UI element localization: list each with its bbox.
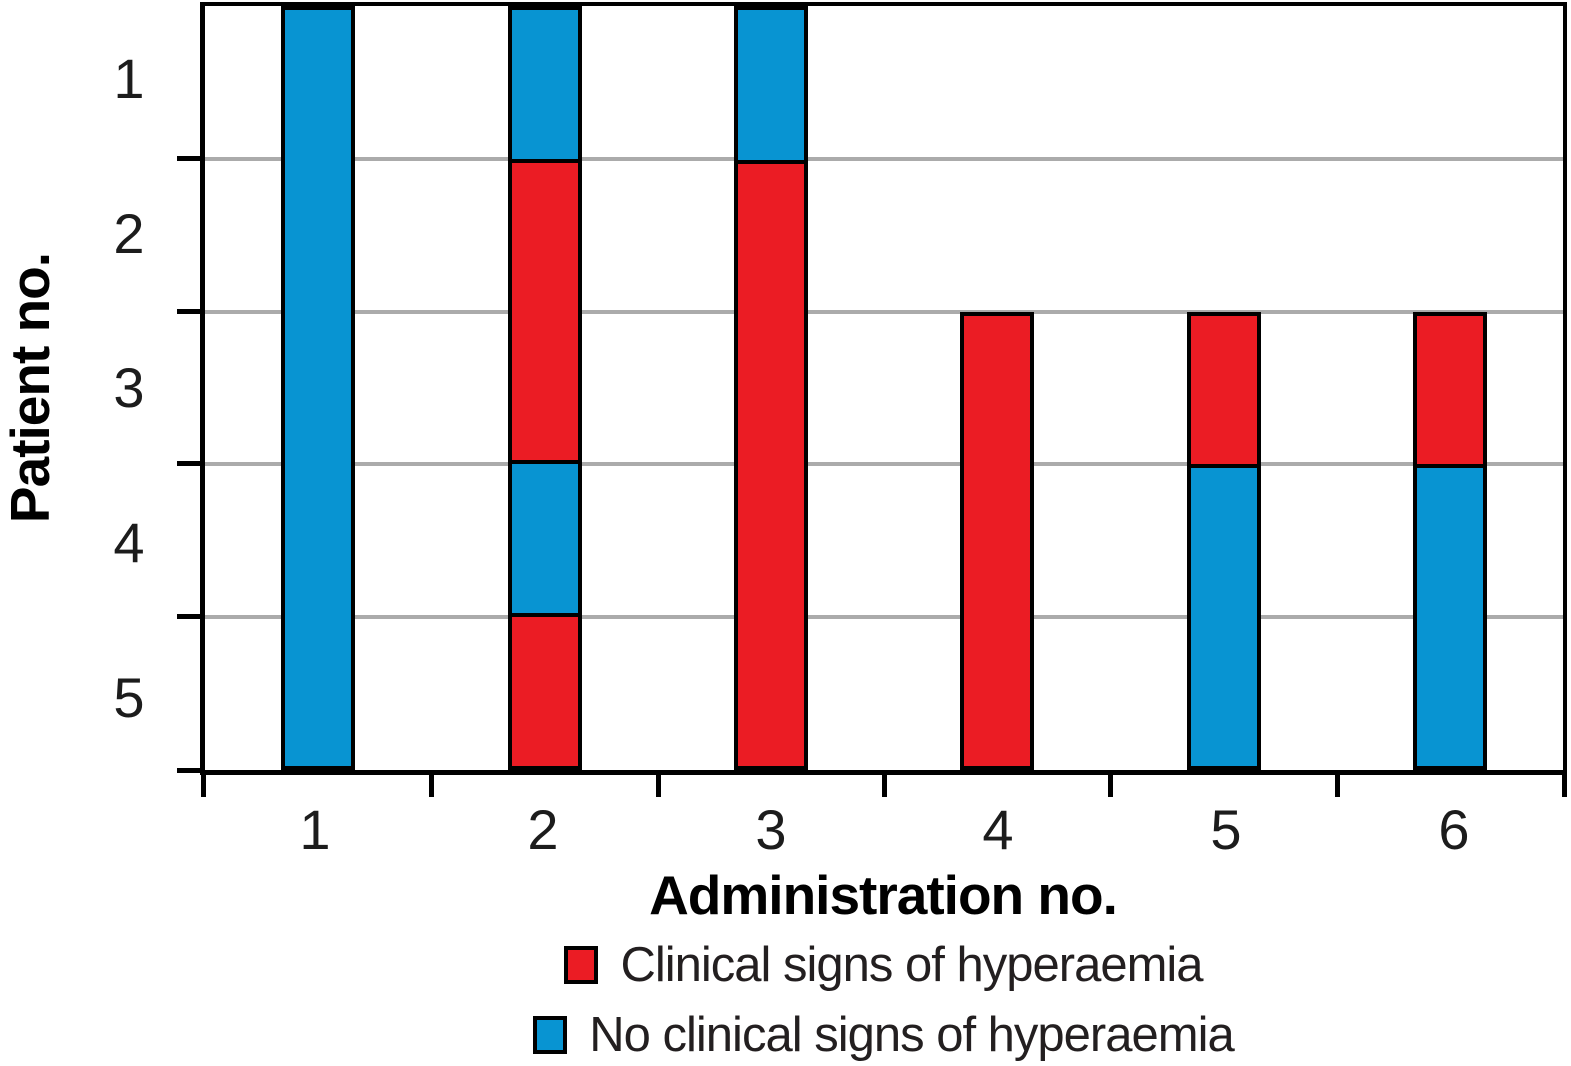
bar-segment-signs-patients-2-3-4-5 bbox=[737, 160, 804, 766]
x-axis-tick bbox=[655, 774, 661, 797]
y-tick-label-patient-3: 3 bbox=[113, 356, 144, 419]
x-axis-tick bbox=[1334, 774, 1340, 797]
y-axis-tick bbox=[177, 155, 200, 161]
legend-item-signs: Clinical signs of hyperaemia bbox=[564, 936, 1204, 994]
legend-swatch-red bbox=[564, 946, 599, 984]
gridline-patient-4-5 bbox=[205, 615, 1563, 620]
bar-administration-1 bbox=[281, 6, 356, 770]
bar-segment-signs-patients-5 bbox=[511, 613, 578, 766]
y-axis-tick bbox=[177, 308, 200, 314]
x-axis-tick bbox=[429, 774, 435, 797]
y-axis-tick bbox=[177, 461, 200, 467]
y-tick-label-patient-5: 5 bbox=[113, 666, 144, 729]
x-axis-tick bbox=[1108, 774, 1114, 797]
bar-segment-no_signs-patients-4-5 bbox=[1190, 464, 1257, 766]
bar-segment-signs-patients-3 bbox=[1416, 315, 1483, 465]
bar-segment-no_signs-patients-1-2-3-4-5 bbox=[285, 10, 352, 766]
bar-administration-5 bbox=[1186, 311, 1261, 770]
x-tick-label-administration-2: 2 bbox=[527, 798, 558, 861]
bar-segment-no_signs-patients-1 bbox=[511, 10, 578, 159]
bar-segment-signs-patients-3 bbox=[1190, 315, 1257, 465]
legend: Clinical signs of hyperaemia No clinical… bbox=[200, 936, 1567, 1064]
y-axis-tick bbox=[177, 614, 200, 620]
legend-swatch-blue bbox=[533, 1016, 568, 1054]
bar-segment-no_signs-patients-4 bbox=[511, 460, 578, 614]
bar-administration-4 bbox=[960, 311, 1035, 770]
legend-label-no-signs: No clinical signs of hyperaemia bbox=[589, 1008, 1234, 1062]
gridline-patient-3-4 bbox=[205, 462, 1563, 467]
gridline-patient-2-3 bbox=[205, 309, 1563, 314]
x-tick-label-administration-5: 5 bbox=[1210, 798, 1241, 861]
bar-segment-no_signs-patients-4-5 bbox=[1416, 464, 1483, 766]
bar-segment-signs-patients-2-3 bbox=[511, 158, 578, 461]
y-axis-title: Patient no. bbox=[0, 252, 61, 524]
x-tick-label-administration-1: 1 bbox=[299, 798, 330, 861]
legend-label-signs: Clinical signs of hyperaemia bbox=[620, 938, 1203, 992]
x-tick-label-administration-3: 3 bbox=[755, 798, 786, 861]
legend-item-no-signs: No clinical signs of hyperaemia bbox=[533, 1006, 1235, 1064]
x-axis-title: Administration no. bbox=[649, 864, 1118, 926]
x-axis-tick bbox=[201, 774, 206, 797]
gridline-patient-1-2 bbox=[205, 156, 1563, 161]
y-axis-tick bbox=[177, 768, 200, 773]
plot-area bbox=[177, 2, 1567, 797]
bar-segment-signs-patients-3-4-5 bbox=[964, 315, 1031, 766]
y-tick-label-patient-4: 4 bbox=[113, 511, 144, 574]
bar-administration-3 bbox=[733, 6, 808, 770]
x-tick-label-administration-6: 6 bbox=[1438, 798, 1469, 861]
bar-administration-2 bbox=[507, 6, 582, 770]
x-tick-label-administration-4: 4 bbox=[982, 798, 1013, 861]
bar-administration-6 bbox=[1412, 311, 1487, 770]
x-axis-tick bbox=[882, 774, 887, 797]
x-axis-tick bbox=[1562, 774, 1567, 797]
y-tick-label-patient-1: 1 bbox=[113, 47, 144, 110]
y-tick-label-patient-2: 2 bbox=[113, 202, 144, 265]
bar-segment-no_signs-patients-1 bbox=[737, 10, 804, 161]
